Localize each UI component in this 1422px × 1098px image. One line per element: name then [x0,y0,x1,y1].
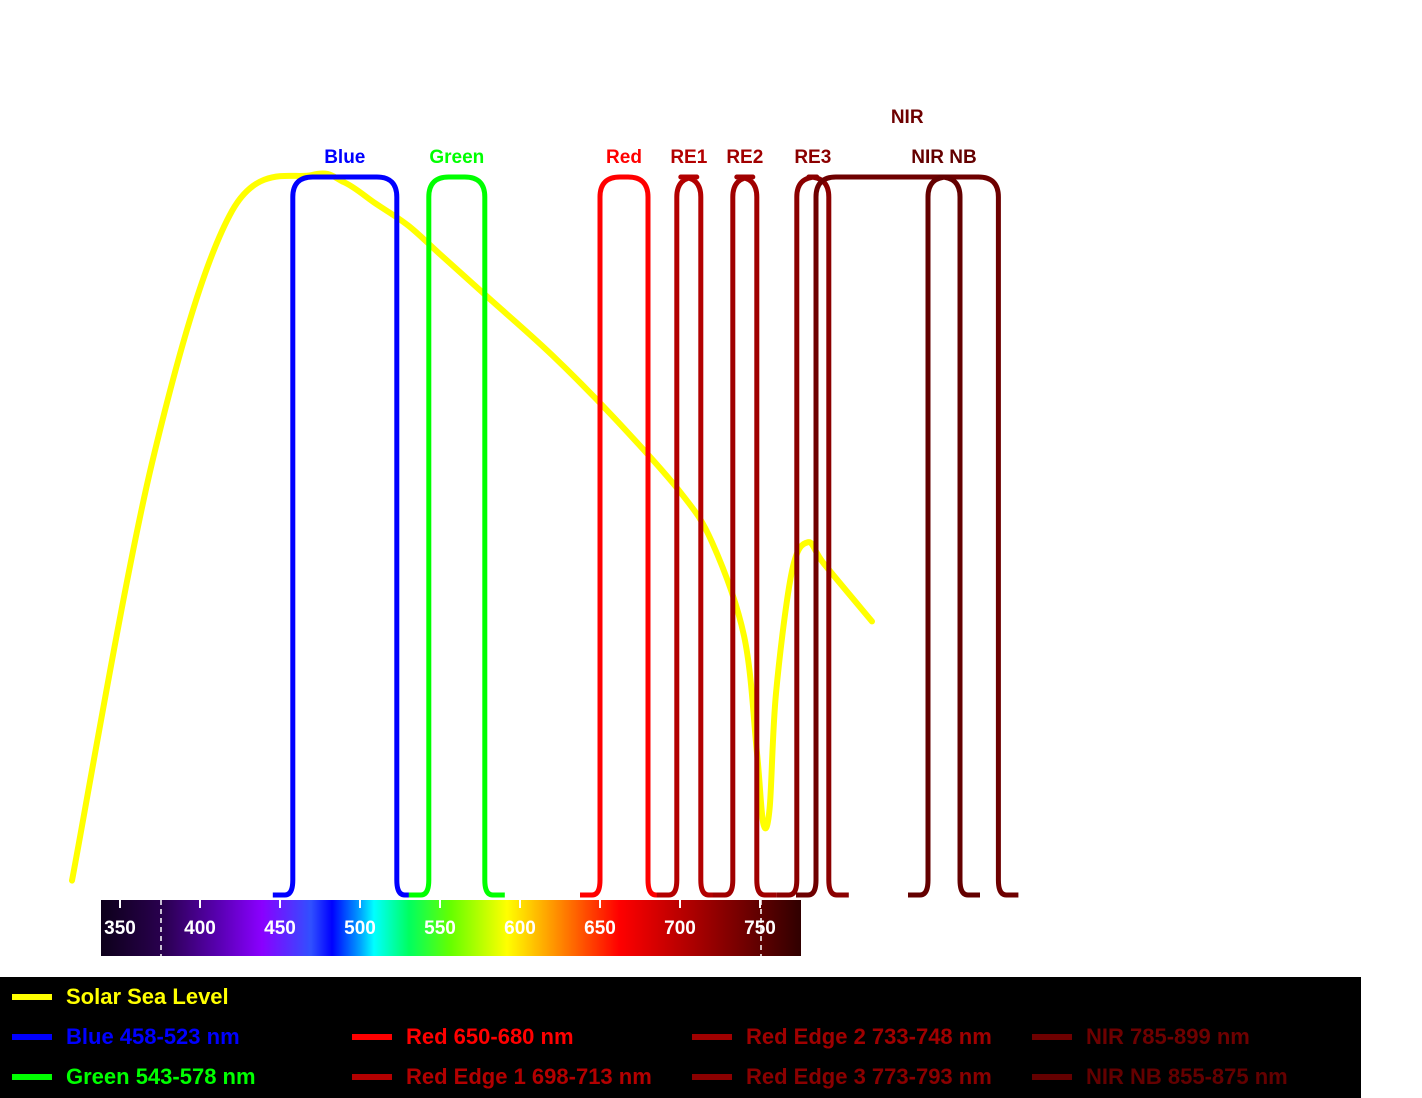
legend-swatch [352,1074,392,1080]
legend-label: Red Edge 1 698-713 nm [406,1064,652,1089]
band-label-green: Green [429,147,484,168]
band-filter-nir-nb [908,174,980,898]
legend-swatch [12,1074,52,1080]
series-line-solar-sea-level [69,170,875,884]
legend-swatch [352,1034,392,1040]
x-tick-label: 400 [184,918,216,939]
legend-item: NIR 785-899 nm [1032,1024,1250,1049]
band-label-blue: Blue [324,147,365,168]
legend-item: NIR NB 855-875 nm [1032,1064,1288,1089]
legend-item: Green 543-578 nm [12,1064,256,1089]
band-label-red: Red [606,147,642,168]
band-filter-re3 [776,174,849,898]
spectrum-colorbar [101,900,801,956]
band-label-nir-nb: NIR NB [911,147,976,168]
legend-item: Solar Sea Level [12,984,229,1009]
x-tick-label: 350 [104,918,136,939]
legend-item: Red Edge 2 733-748 nm [692,1024,992,1049]
band-filter-green [408,174,505,898]
legend-swatch [1032,1074,1072,1080]
x-tick-label: 750 [744,918,776,939]
x-tick-label: 700 [664,918,696,939]
legend-item: Blue 458-523 nm [12,1024,240,1049]
legend-item: Red 650-680 nm [352,1024,574,1049]
legend-swatch [692,1034,732,1040]
legend-swatch [692,1074,732,1080]
band-filter-blue [272,174,417,898]
band-label-re1: RE1 [670,147,707,168]
band-filter-red [580,174,668,898]
x-tick-label: 450 [264,918,296,939]
band-label-re3: RE3 [794,147,831,168]
legend-label: NIR NB 855-875 nm [1086,1064,1288,1089]
legend-label: Blue 458-523 nm [66,1024,240,1049]
legend-swatch [1032,1034,1072,1040]
legend-item: Red Edge 3 773-793 nm [692,1064,992,1089]
x-tick-label: 500 [344,918,376,939]
legend-label: Red Edge 2 733-748 nm [746,1024,992,1049]
legend-label: Solar Sea Level [66,984,229,1009]
band-filter-re1 [656,174,721,898]
legend-label: NIR 785-899 nm [1086,1024,1250,1049]
band-filter-nir [796,174,1019,898]
legend-item: Red Edge 1 698-713 nm [352,1064,652,1089]
band-label-re2: RE2 [726,147,763,168]
legend-swatch [12,1034,52,1040]
x-tick-label: 650 [584,918,616,939]
band-label-nir: NIR [891,107,924,128]
spectral-bands-chart: 350 400 450 500 550 600 650 700 750 Blue Green Red… [69,107,1019,956]
x-tick-label: 550 [424,918,456,939]
band-filter-re2 [712,174,777,898]
x-tick-label: 600 [504,918,536,939]
legend-label: Green 543-578 nm [66,1064,256,1089]
legend-label: Red Edge 3 773-793 nm [746,1064,992,1089]
legend-label: Red 650-680 nm [406,1024,574,1049]
legend: Solar Sea Level Blue 458-523 nm Green 543-… [0,977,1361,1098]
legend-swatch [12,994,52,1000]
